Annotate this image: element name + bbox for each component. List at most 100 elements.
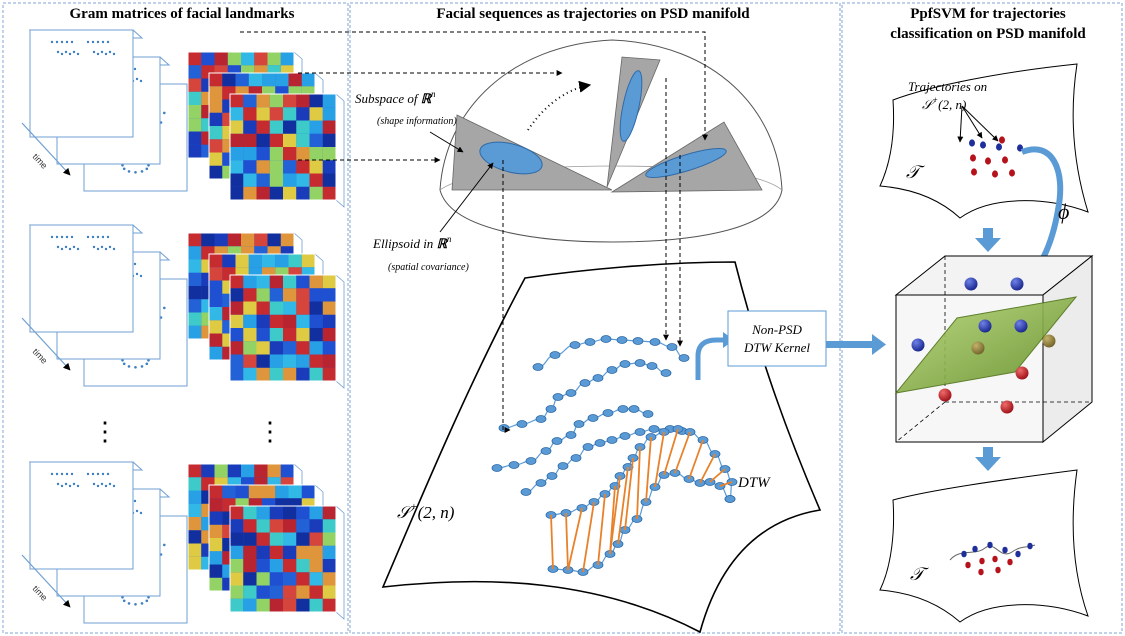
heatmap-cell bbox=[296, 545, 310, 560]
heatmap-cell bbox=[256, 572, 270, 586]
heatmap-cell bbox=[230, 572, 244, 586]
heatmap-cell bbox=[243, 572, 257, 586]
down-arrow-top bbox=[975, 228, 1001, 252]
trajectories-label-line1: Trajectories on bbox=[908, 79, 987, 94]
heatmap-cell bbox=[209, 126, 223, 140]
heatmap-cell bbox=[201, 52, 215, 66]
dtw-link bbox=[699, 453, 716, 484]
landmark-dot bbox=[127, 602, 131, 605]
tangent-space-bottom bbox=[879, 469, 1089, 623]
heatmap-cell bbox=[296, 186, 310, 201]
heatmap-cell bbox=[243, 506, 257, 520]
landmark-dot bbox=[76, 484, 80, 488]
landmark-dot bbox=[100, 245, 104, 249]
landmark-dot bbox=[76, 52, 80, 56]
dtw-link bbox=[597, 493, 606, 566]
heatmap-cell bbox=[269, 598, 284, 613]
heatmap-cell bbox=[296, 288, 310, 302]
landmark-dot bbox=[145, 167, 149, 171]
heatmap-cell bbox=[283, 354, 297, 368]
heatmap-cell bbox=[296, 598, 310, 613]
heatmap-cell bbox=[322, 545, 337, 560]
landmark-dot bbox=[60, 52, 64, 56]
heatmap-cell bbox=[322, 559, 337, 573]
landmark-dot bbox=[64, 50, 68, 54]
heatmap-cell bbox=[230, 133, 244, 148]
heatmap-cell bbox=[256, 275, 270, 289]
dtw-link bbox=[624, 457, 634, 531]
heatmap-cell bbox=[243, 173, 257, 187]
heatmap-cell bbox=[209, 152, 223, 166]
heatmap-cell bbox=[256, 133, 270, 148]
heatmap-cell bbox=[243, 598, 257, 613]
trajectory-1-point bbox=[678, 354, 690, 362]
heatmap-cell bbox=[256, 367, 270, 382]
heatmap-cell bbox=[283, 572, 297, 586]
heatmap-cell bbox=[209, 346, 223, 361]
heatmap-cell bbox=[322, 572, 337, 586]
heatmap-cell bbox=[243, 328, 257, 342]
landmark-dot bbox=[50, 472, 54, 476]
dtw-link bbox=[609, 475, 621, 555]
landmark-dot bbox=[56, 245, 60, 249]
landmark-dot bbox=[101, 40, 105, 44]
heatmap-cell bbox=[243, 301, 257, 315]
landmark-dot bbox=[68, 52, 72, 56]
heatmap-cell bbox=[256, 545, 270, 560]
left-panel: Gram matrices of facial landmarks timeti… bbox=[21, 6, 345, 624]
heatmap-cell bbox=[269, 147, 284, 161]
heatmap-cell bbox=[288, 254, 302, 268]
heatmap-cell bbox=[269, 173, 284, 187]
heatmap-cell bbox=[269, 341, 284, 355]
blue-ball bbox=[911, 338, 925, 352]
heatmap-cell bbox=[288, 485, 302, 499]
landmark-dot bbox=[50, 235, 54, 239]
heatmap-cell bbox=[309, 301, 323, 315]
landmark-dot bbox=[96, 52, 100, 56]
dtw-link bbox=[550, 514, 554, 570]
heatmap-cell bbox=[256, 354, 270, 368]
heatmap-cell bbox=[209, 524, 223, 539]
trajectory-1-line bbox=[537, 338, 685, 368]
heatmap-cell bbox=[222, 254, 236, 268]
dtw-link bbox=[567, 507, 583, 571]
heatmap-cell bbox=[283, 328, 297, 342]
frame-rect bbox=[29, 224, 134, 333]
trajectory-2-point bbox=[516, 420, 528, 428]
landmark-dot bbox=[96, 484, 100, 488]
dtw-link bbox=[582, 501, 595, 573]
trajectory-1-point bbox=[616, 336, 628, 344]
landmark-dot bbox=[135, 77, 139, 81]
heatmap-cell bbox=[188, 490, 202, 504]
gram-matrix-stacks bbox=[187, 51, 345, 620]
landmark-dot bbox=[101, 472, 105, 476]
heatmap-cell bbox=[230, 585, 244, 599]
landmark-dot bbox=[139, 274, 143, 278]
landmark-dot bbox=[70, 472, 74, 476]
trajectory-3-point bbox=[508, 461, 520, 469]
heatmap-cell bbox=[322, 506, 337, 520]
landmark-dot bbox=[70, 40, 74, 44]
heatmap-cell bbox=[188, 105, 202, 119]
red-ball bbox=[1000, 400, 1014, 414]
heatmap-cell bbox=[322, 519, 337, 533]
heatmap-cell bbox=[296, 160, 310, 174]
landmark-dot bbox=[108, 245, 112, 249]
heatmap-cell bbox=[269, 506, 284, 520]
heatmap-cell bbox=[296, 572, 310, 586]
landmark-dot bbox=[91, 472, 95, 476]
trajectory-1-point bbox=[666, 343, 678, 351]
heatmap-cell bbox=[209, 254, 223, 268]
heatmap-cell bbox=[188, 286, 202, 300]
heatmap-cell bbox=[269, 559, 284, 573]
heatmap-cell bbox=[296, 585, 310, 599]
landmark-dot bbox=[122, 167, 126, 171]
heatmap-cell bbox=[256, 94, 270, 108]
heatmap-cell bbox=[230, 94, 244, 108]
heatmap-cell bbox=[322, 314, 337, 329]
feature-space-samples bbox=[911, 277, 1056, 414]
landmark-dot bbox=[96, 247, 100, 251]
trajectory-1-point bbox=[632, 337, 644, 345]
heatmap-cell bbox=[248, 73, 263, 87]
